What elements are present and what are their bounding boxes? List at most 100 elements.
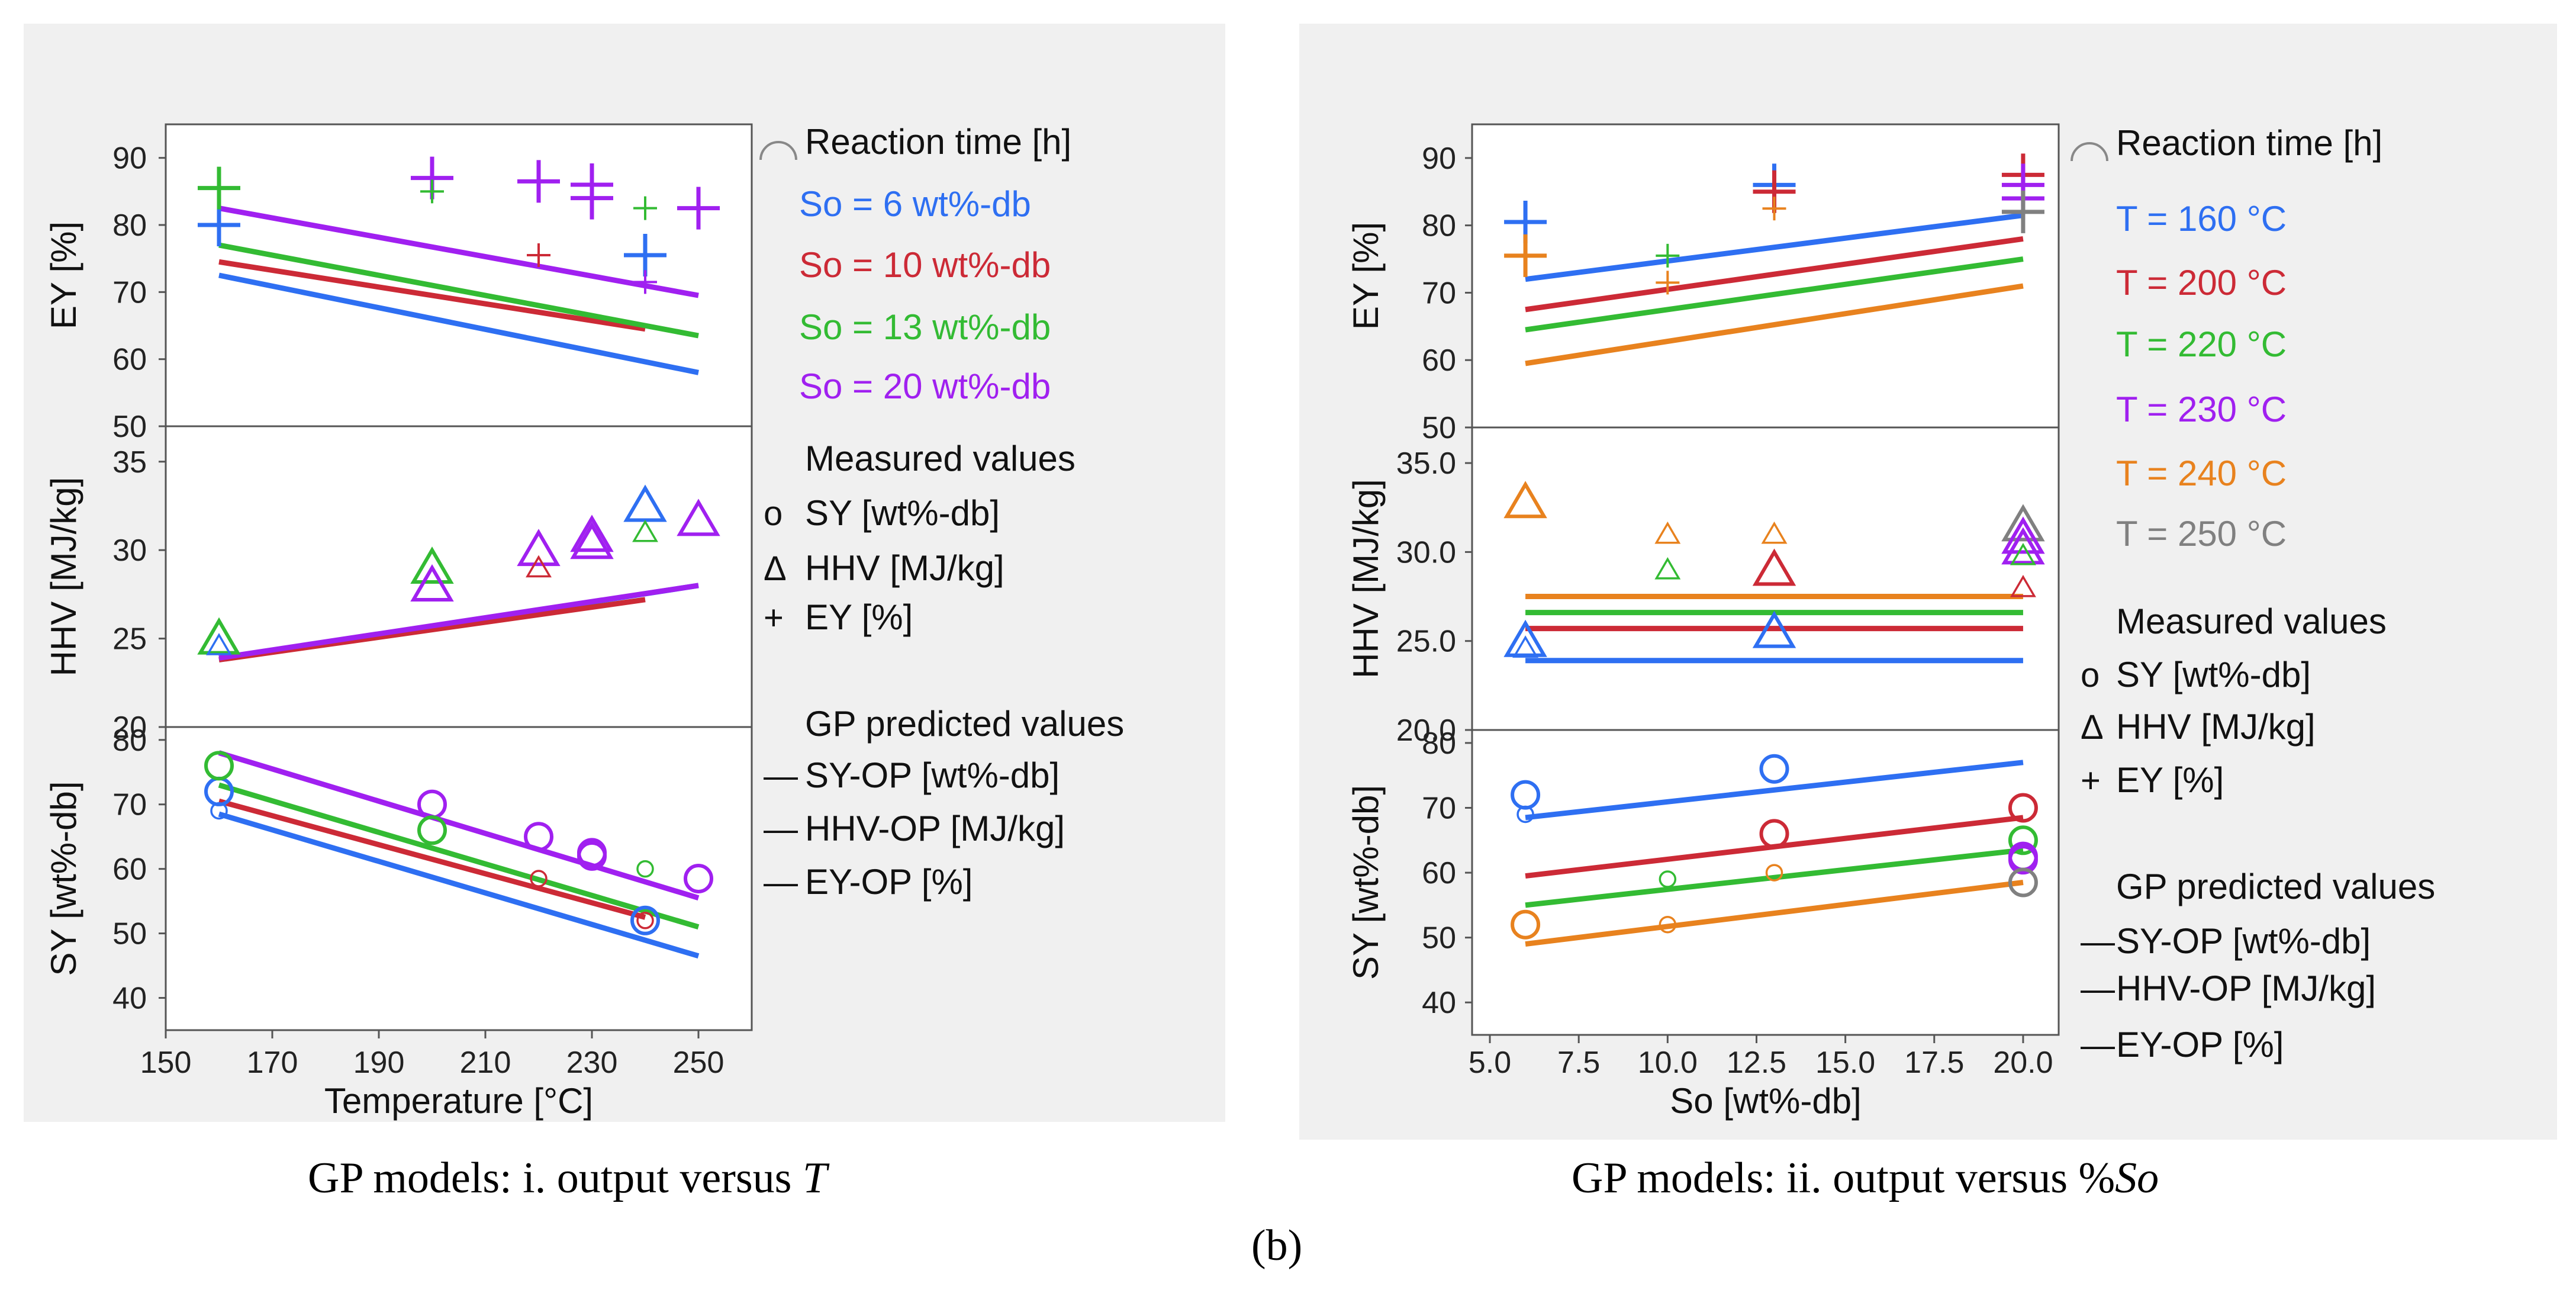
gp-prediction-line (1525, 880, 2024, 947)
y-tick-label: 25.0 (1396, 625, 1456, 659)
caption-left: GP models: i. output versus T (308, 1153, 827, 1204)
gp-marker: — (764, 810, 798, 848)
gp-marker: — (764, 757, 798, 795)
data-point-sy (1516, 805, 1534, 824)
x-tick-label: 230 (566, 1046, 618, 1080)
measured-marker: + (2081, 761, 2101, 800)
data-point-sy (1765, 864, 1783, 882)
gp-prediction-line (218, 259, 646, 332)
data-point-sy (210, 802, 228, 820)
y-tick-label: 35.0 (1396, 446, 1456, 481)
data-point-sy (417, 815, 447, 845)
data-point-hhv (1752, 610, 1796, 648)
panel-1: 50 60 70 80 90 EY [%] (44, 123, 753, 444)
y-tick-label: 20 (112, 710, 147, 745)
gp-prediction-line (218, 782, 700, 930)
x-tick-label: 210 (460, 1046, 511, 1080)
data-point-hhv (1752, 548, 1796, 586)
data-point-hhv (2001, 527, 2045, 565)
measured-marker: o (2081, 656, 2100, 694)
legend-entry: So = 13 wt%-db (799, 307, 1051, 347)
y-tick-label: 50 (112, 410, 147, 444)
y-tick-label: 90 (112, 141, 147, 176)
data-point-sy (2008, 845, 2038, 875)
panel-2: 20.0 25.0 30.0 35.0 HHV [MJ/kg] (1346, 426, 2060, 748)
data-point-ey (420, 179, 444, 204)
y-tick-label: 60 (112, 853, 147, 887)
panel-3: 40 50 60 70 80 SY [wt%-db] (1346, 726, 2060, 1036)
gp-label: EY-OP [%] (2116, 1025, 2284, 1064)
legend-entry: So = 10 wt%-db (799, 245, 1051, 285)
y-tick-label: 20.0 (1396, 713, 1456, 748)
y-axis-label: EY [%] (44, 221, 83, 329)
chart-2: 50 60 70 80 90 EY [%] 20.0 25.0 30.0 35.0 HHV [MJ/… (1299, 24, 2557, 1140)
y-tick-label: 70 (1422, 276, 1456, 310)
data-point-hhv (632, 519, 658, 542)
y-tick-label: 70 (1422, 791, 1456, 825)
data-point-sy (1659, 915, 1677, 934)
legend-entry: T = 200 °C (2116, 263, 2287, 303)
y-axis-label: HHV [MJ/kg] (44, 477, 83, 677)
data-point-hhv (1654, 557, 1681, 580)
legend-entry: So = 20 wt%-db (799, 366, 1051, 406)
data-point-sy (1759, 754, 1789, 784)
gp-values-title: GP predicted values (805, 704, 1124, 744)
y-tick-label: 35 (112, 445, 147, 480)
gp-prediction-line (218, 205, 699, 298)
data-point-hhv (2001, 504, 2045, 542)
y-tick-label: 80 (1422, 726, 1456, 761)
y-tick-label: 60 (1422, 856, 1456, 890)
data-point-ey (1504, 234, 1547, 277)
data-point-hhv (517, 529, 561, 567)
data-point-sy (636, 860, 654, 878)
data-point-hhv (526, 555, 552, 578)
plot-area (1471, 729, 2060, 1036)
y-tick-label: 40 (1422, 986, 1456, 1020)
gp-prediction-line (1525, 256, 2024, 333)
legend-entry: T = 220 °C (2116, 324, 2287, 364)
caption-left-variable: T (802, 1154, 827, 1202)
x-tick-label: 15.0 (1815, 1046, 1875, 1080)
data-point-ey (571, 176, 613, 220)
x-tick-label: 170 (247, 1046, 298, 1080)
data-point-hhv (197, 617, 241, 655)
y-tick-label: 80 (112, 208, 147, 243)
gp-prediction-line (218, 798, 646, 920)
data-point-sy (630, 905, 660, 935)
data-point-ey (527, 243, 550, 267)
y-tick-label: 70 (112, 788, 147, 822)
y-tick-label: 30.0 (1396, 535, 1456, 570)
caption-right-prefix: GP models: ii. output versus % (1572, 1154, 2115, 1202)
y-tick-label: 50 (1422, 921, 1456, 956)
legend-collapse-icon (2071, 142, 2108, 162)
x-tick-label: 5.0 (1469, 1046, 1511, 1080)
x-tick-label: 150 (140, 1046, 192, 1080)
measured-label: SY [wt%-db] (805, 493, 1000, 533)
legend-title: Reaction time [h] (805, 122, 1071, 162)
gp-prediction-line (1525, 760, 2024, 821)
gp-prediction-line (1525, 213, 2024, 282)
data-point-hhv (410, 546, 454, 584)
data-point-sy (1511, 780, 1541, 810)
data-point-hhv (570, 522, 614, 559)
data-point-hhv (2010, 575, 2036, 597)
x-tick-label: 20.0 (1993, 1046, 2053, 1080)
gp-marker: — (2081, 922, 2115, 961)
gp-prediction-line (218, 272, 699, 375)
legend: Reaction time [h] T = 160 °C T = 200 °C T =… (2071, 123, 2435, 1064)
gp-prediction-line (218, 583, 699, 661)
measured-label: EY [%] (2116, 760, 2224, 800)
x-tick-label: 7.5 (1557, 1046, 1600, 1080)
data-point-hhv (410, 564, 454, 602)
gp-label: SY-OP [wt%-db] (2116, 921, 2371, 961)
data-point-ey (198, 204, 240, 246)
data-point-sy (2008, 793, 2038, 823)
y-tick-label: 50 (112, 917, 147, 951)
measured-marker: Δ (764, 549, 787, 588)
y-axis-label: EY [%] (1346, 222, 1386, 330)
data-point-hhv (1503, 619, 1547, 657)
x-tick-label: 10.0 (1638, 1046, 1698, 1080)
data-point-ey (624, 234, 666, 276)
data-point-ey (1656, 271, 1680, 295)
